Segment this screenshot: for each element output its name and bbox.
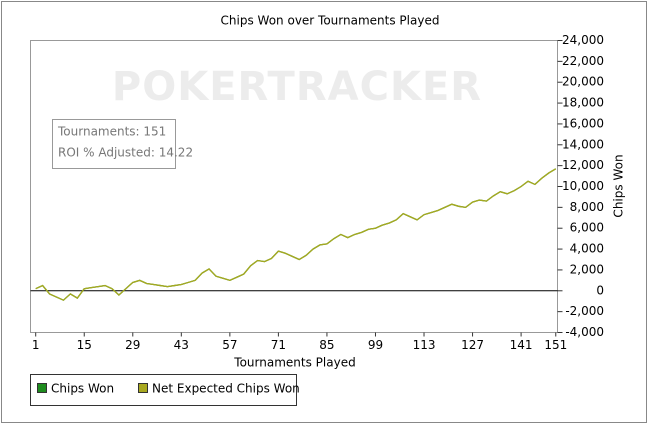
y-tick-label: 10,000 bbox=[562, 179, 604, 193]
y-tick-label: 18,000 bbox=[562, 96, 604, 110]
annotation: Tournaments: 151 bbox=[57, 125, 166, 139]
x-tick-label: 57 bbox=[222, 338, 237, 352]
legend bbox=[30, 374, 297, 406]
y-tick-label: 22,000 bbox=[562, 54, 604, 68]
x-tick-label: 99 bbox=[368, 338, 383, 352]
x-tick-label: 113 bbox=[413, 338, 436, 352]
y-tick-label: 16,000 bbox=[562, 116, 604, 130]
plot-area bbox=[30, 40, 558, 333]
y-tick-label: 6,000 bbox=[570, 221, 604, 235]
y-tick-label: 0 bbox=[596, 283, 604, 297]
chart-title: Chips Won over Tournaments Played bbox=[221, 14, 440, 28]
watermark: POKERTRACKER bbox=[112, 64, 482, 110]
x-tick-label: 71 bbox=[271, 338, 286, 352]
x-tick-label: 85 bbox=[319, 338, 334, 352]
x-tick-label: 151 bbox=[544, 338, 567, 352]
y-axis-label: Chips Won bbox=[612, 154, 626, 217]
y-tick-label: 12,000 bbox=[562, 158, 604, 172]
y-tick-label: -2,000 bbox=[565, 304, 604, 318]
y-tick-label: -4,000 bbox=[565, 325, 604, 339]
annotation: ROI % Adjusted: 14.22 bbox=[58, 146, 193, 160]
y-tick-label: 4,000 bbox=[570, 242, 604, 256]
legend-swatch bbox=[37, 383, 47, 393]
x-tick-label: 15 bbox=[77, 338, 92, 352]
y-tick-label: 14,000 bbox=[562, 137, 604, 151]
x-tick-label: 29 bbox=[125, 338, 140, 352]
legend-swatch bbox=[138, 383, 148, 393]
y-tick-label: 20,000 bbox=[562, 75, 604, 89]
y-tick-label: 8,000 bbox=[570, 200, 604, 214]
x-tick-label: 141 bbox=[510, 338, 533, 352]
y-tick-label: 24,000 bbox=[562, 33, 604, 47]
legend-label: Net Expected Chips Won bbox=[152, 382, 300, 396]
x-axis-label: Tournaments Played bbox=[233, 356, 355, 370]
info-box bbox=[52, 119, 176, 169]
series-line bbox=[35, 168, 557, 301]
x-tick-label: 43 bbox=[174, 338, 189, 352]
y-tick-label: 2,000 bbox=[570, 262, 604, 276]
x-tick-label: 127 bbox=[461, 338, 484, 352]
legend-label: Chips Won bbox=[51, 382, 114, 396]
x-tick-label: 1 bbox=[32, 338, 40, 352]
